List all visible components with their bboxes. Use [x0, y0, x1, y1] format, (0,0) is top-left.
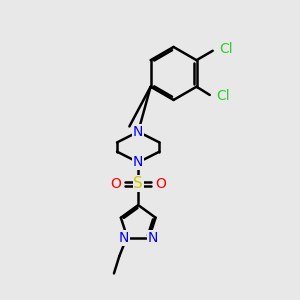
Text: N: N	[133, 155, 143, 170]
Text: N: N	[119, 231, 129, 245]
Text: Cl: Cl	[219, 42, 233, 56]
Text: N: N	[133, 125, 143, 139]
Text: O: O	[155, 177, 166, 190]
Text: N: N	[147, 231, 158, 245]
Text: S: S	[133, 176, 143, 191]
Text: Cl: Cl	[216, 89, 230, 103]
Text: O: O	[110, 177, 121, 190]
